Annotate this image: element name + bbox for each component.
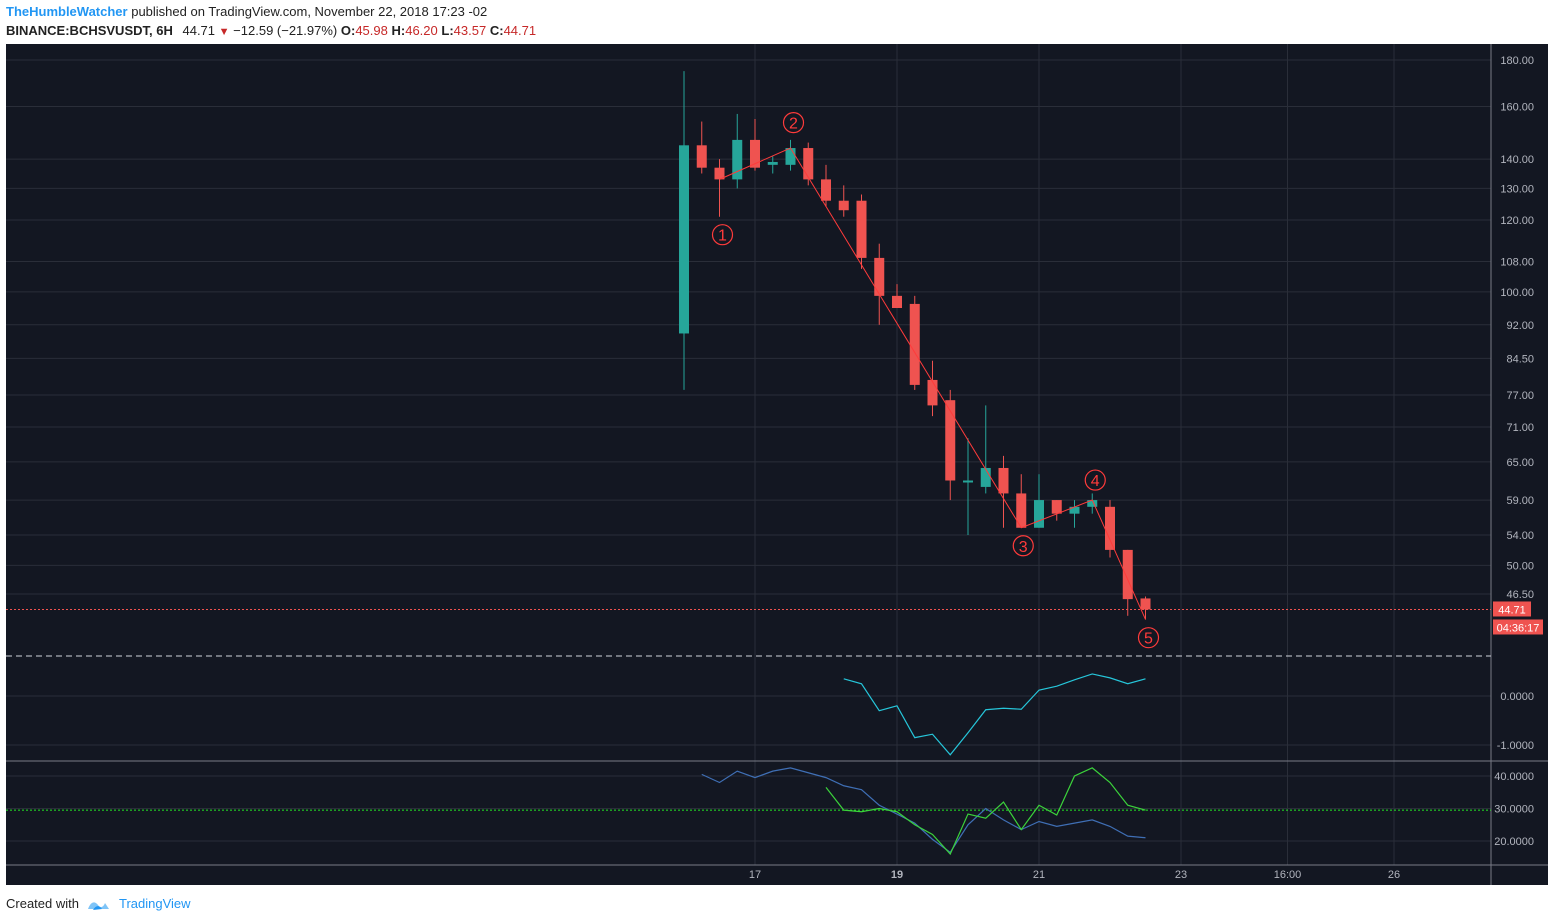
tradingview-brand[interactable]: TradingView — [118, 896, 191, 911]
candle-body — [821, 179, 831, 201]
price-tick-label: 65.00 — [1506, 457, 1534, 469]
osc2-tick-label: 20.0000 — [1494, 836, 1534, 848]
osc1-tick-label: -1.0000 — [1497, 740, 1534, 752]
close-label: C: — [489, 23, 504, 38]
candle-body — [1122, 549, 1133, 600]
publish-text: published on TradingView.com, November 2… — [131, 4, 488, 19]
low-label: L: — [441, 23, 454, 38]
open-value: 45.98 — [355, 23, 388, 38]
price-tick-label: 71.00 — [1506, 422, 1534, 434]
author-name[interactable]: TheHumbleWatcher — [6, 4, 128, 19]
price-tick-label: 92.00 — [1506, 320, 1534, 332]
wave-count-circle — [782, 111, 805, 134]
candle-body — [1051, 500, 1062, 514]
osc2-tick-label: 30.0000 — [1494, 804, 1534, 816]
created-with-text: Created with — [6, 896, 79, 911]
candle-body — [980, 467, 991, 487]
candle-body — [909, 303, 920, 385]
osc1-tick-label: 0.0000 — [1500, 691, 1534, 703]
candle-body — [1034, 500, 1044, 528]
oscillator-line — [843, 673, 1146, 756]
countdown-badge — [1493, 619, 1543, 635]
candle-body — [874, 257, 885, 296]
candle-body — [679, 145, 689, 334]
wave-count-label: 1 — [718, 228, 727, 245]
wave-count-circle — [711, 224, 734, 246]
candle-body — [785, 148, 796, 165]
candle-body — [714, 167, 725, 180]
time-tick-label: 19 — [891, 869, 903, 881]
time-tick-label: 17 — [749, 869, 761, 881]
price-tick-label: 120.00 — [1500, 215, 1534, 227]
candle-body — [927, 379, 938, 406]
time-tick-label: 21 — [1033, 869, 1045, 881]
low-value: 43.57 — [453, 23, 487, 38]
candle-body — [696, 145, 707, 168]
candle-body — [750, 139, 760, 168]
candle-body — [1016, 493, 1027, 528]
wave-count-label: 5 — [1144, 631, 1153, 648]
countdown-label: 04:36:17 — [1497, 622, 1540, 634]
price-tick-label: 59.00 — [1506, 495, 1534, 507]
wave-count-label: 4 — [1091, 473, 1100, 490]
candle-body — [767, 161, 778, 165]
time-tick-label: 26 — [1388, 869, 1400, 881]
price-tick-label: 77.00 — [1506, 390, 1534, 402]
symbol-info: BINANCE:BCHSVUSDT, 6H 44.71 ▼ −12.59 (−2… — [6, 23, 536, 38]
price-tick-label: 84.50 — [1506, 353, 1534, 365]
publish-info: TheHumbleWatcher published on TradingVie… — [6, 4, 487, 19]
tradingview-logo-icon — [87, 901, 109, 910]
candle-body — [732, 139, 743, 180]
candle-body — [963, 480, 973, 483]
price-tick-label: 100.00 — [1500, 287, 1534, 299]
price-tick-label: 180.00 — [1500, 55, 1534, 67]
high-value: 46.20 — [405, 23, 438, 38]
price-badge-label: 44.71 — [1498, 604, 1526, 616]
price-tick-label: 108.00 — [1500, 257, 1534, 269]
high-label: H: — [391, 23, 406, 38]
symbol-name: BINANCE:BCHSVUSDT, 6H — [6, 23, 173, 38]
candle-body — [1105, 506, 1115, 550]
price-badge — [1493, 601, 1531, 617]
price-tick-label: 54.00 — [1506, 530, 1534, 542]
wave-count-circle — [1137, 627, 1160, 649]
price-tick-label: 50.00 — [1506, 560, 1534, 572]
chart-background — [6, 44, 1548, 885]
candle-body — [892, 295, 902, 309]
candle-body — [803, 148, 814, 180]
price-tick-label: 46.50 — [1506, 589, 1534, 601]
price-tick-label: 130.00 — [1500, 183, 1534, 195]
close-value: 44.71 — [503, 23, 537, 38]
last-price: 44.71 — [182, 23, 216, 38]
down-arrow-icon: ▼ — [218, 26, 230, 38]
time-tick-label: 16:00 — [1274, 869, 1302, 881]
wave-count-circle — [1012, 535, 1034, 557]
time-tick-label: 23 — [1175, 869, 1187, 881]
candle-body — [945, 400, 956, 481]
wave-count-circle — [1084, 469, 1106, 491]
price-change: −12.59 (−21.97%) — [233, 23, 338, 38]
osc2-blue-line — [701, 767, 1146, 854]
osc2-green-line — [825, 767, 1146, 856]
price-tick-label: 160.00 — [1500, 101, 1534, 113]
candle-body — [998, 467, 1009, 494]
wave-count-label: 3 — [1019, 539, 1028, 556]
footer: Created with TradingView — [6, 896, 191, 911]
candle-body — [1140, 598, 1151, 610]
price-tick-label: 140.00 — [1500, 154, 1534, 166]
elliott-wave-line — [719, 147, 1146, 620]
osc2-tick-label: 40.0000 — [1494, 771, 1534, 783]
candle-body — [1069, 506, 1080, 514]
candle-body — [838, 200, 849, 211]
candle-body — [856, 200, 867, 258]
wave-count-label: 2 — [789, 116, 798, 133]
open-label: O: — [340, 23, 356, 38]
candle-body — [1087, 500, 1098, 507]
